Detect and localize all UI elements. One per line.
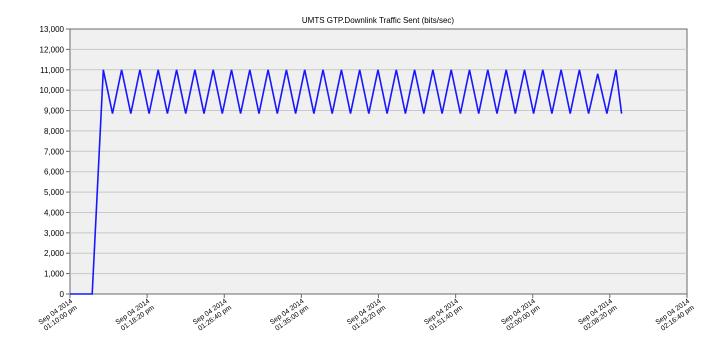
y-axis: 0 1,000 2,000 3,000 4,000 5,000 6,000 7,000 8,00…	[40, 25, 70, 299]
y-tick-label: 11,000	[40, 66, 64, 75]
y-tick-label: 4,000	[44, 208, 65, 217]
y-tick-label: 7,000	[44, 147, 65, 156]
series-line	[70, 69, 623, 295]
y-tick-label: 9,000	[44, 107, 65, 116]
y-tick-label: 13,000	[40, 25, 65, 34]
y-tick-label: 6,000	[44, 168, 65, 177]
plot-area	[69, 28, 688, 295]
y-tick-label: 5,000	[44, 188, 65, 197]
y-tick-label: 3,000	[44, 229, 65, 238]
y-tick-label: 8,000	[44, 127, 65, 136]
series-layer	[70, 69, 623, 295]
y-tick-label: 12,000	[40, 45, 65, 54]
y-tick-label: 10,000	[40, 86, 65, 95]
y-tick-label: 0	[60, 290, 65, 299]
y-tick-label: 1,000	[44, 270, 65, 279]
y-tick-label: 2,000	[44, 249, 65, 258]
chart-title: UMTS GTP.Downlink Traffic Sent (bits/sec…	[302, 16, 455, 25]
